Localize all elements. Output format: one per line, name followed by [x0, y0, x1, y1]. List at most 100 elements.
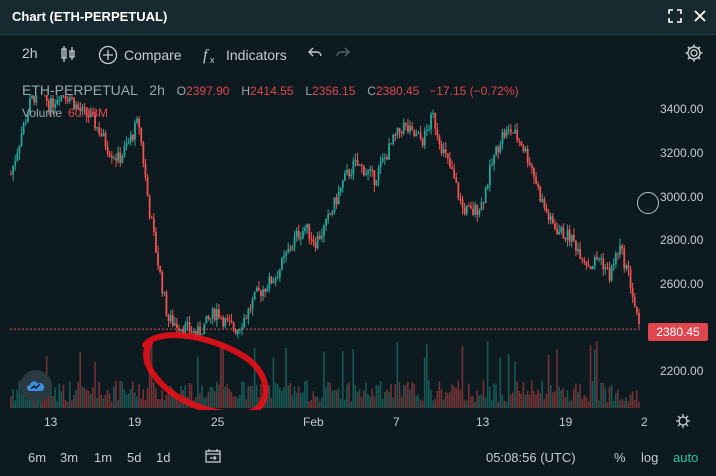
volume-bar: [520, 393, 523, 408]
interval-selector[interactable]: 2h: [22, 45, 38, 61]
volume-value: 60.98M: [68, 106, 109, 120]
candle-body: [545, 207, 548, 213]
volume-bar: [62, 384, 65, 408]
settings-gear-icon[interactable]: [684, 43, 710, 63]
candle-body: [392, 134, 395, 144]
volume-bar: [106, 389, 109, 408]
utc-clock[interactable]: 05:08:56 (UTC): [486, 450, 576, 465]
volume-bar: [539, 392, 541, 408]
candle-body: [125, 143, 128, 146]
candle-body: [575, 240, 577, 252]
range-1d[interactable]: 1d: [156, 450, 171, 465]
range-3m[interactable]: 3m: [60, 450, 79, 465]
volume-bar: [142, 389, 145, 408]
volume-bar: [570, 399, 573, 408]
candle-body: [398, 127, 401, 133]
volume-bar: [226, 384, 229, 408]
price-chart[interactable]: [10, 95, 640, 410]
candle-body: [476, 204, 479, 215]
candle-body: [337, 191, 340, 205]
volume-bar: [606, 401, 609, 408]
candle-body: [407, 124, 409, 132]
date-range-icon[interactable]: [204, 448, 222, 467]
candle-body: [127, 142, 130, 144]
candle-body: [94, 113, 96, 129]
volume-bar: [526, 390, 529, 408]
volume-bar: [89, 393, 92, 408]
volume-bar: [115, 381, 117, 408]
candle-body: [390, 143, 393, 145]
close-icon[interactable]: [692, 8, 708, 24]
volume-bar: [75, 390, 77, 408]
candle-body: [10, 174, 12, 176]
volume-bar: [85, 389, 88, 408]
candle-body: [115, 157, 117, 161]
volume-bar: [627, 401, 630, 408]
legend-low-label: L: [305, 84, 313, 98]
volume-bar: [394, 384, 397, 408]
crosshair-circle-icon[interactable]: [637, 192, 659, 214]
candle-body: [339, 187, 342, 192]
volume-bar: [346, 384, 348, 408]
legend-close: 2380.45: [375, 84, 420, 98]
volume-bar: [537, 389, 539, 408]
volume-bar: [287, 385, 289, 408]
volume-bar: [306, 380, 308, 408]
volume-bar: [314, 396, 317, 408]
candle-body: [430, 114, 432, 130]
volume-bar: [37, 396, 40, 408]
tradingview-logo-button[interactable]: [20, 370, 52, 402]
candle-body: [375, 180, 378, 186]
volume-bar: [564, 396, 567, 408]
candle-body: [413, 129, 416, 137]
undo-icon[interactable]: [307, 45, 329, 59]
candle-body: [518, 140, 521, 142]
candle-body: [365, 173, 367, 176]
candle-body: [220, 317, 222, 319]
candles-icon[interactable]: [60, 45, 82, 63]
candle-body: [341, 180, 344, 188]
candle-body: [142, 142, 145, 164]
volume-bar: [249, 385, 252, 408]
candle-body: [602, 258, 605, 270]
volume-bar: [245, 399, 247, 408]
candle-body: [478, 210, 481, 215]
candle-body: [79, 108, 82, 112]
candle-body: [386, 157, 388, 160]
candle-body: [617, 253, 619, 255]
percent-toggle[interactable]: %: [614, 450, 626, 465]
candle-body: [501, 132, 504, 145]
volume-bar: [341, 351, 344, 408]
candle-body: [371, 169, 374, 171]
auto-toggle[interactable]: auto: [673, 450, 699, 465]
candle-body: [173, 323, 176, 326]
candle-body: [388, 143, 390, 160]
volume-bar: [562, 387, 565, 408]
candle-body: [604, 267, 607, 270]
candle-body: [530, 165, 533, 169]
candle-body: [266, 288, 269, 292]
time-axis-settings-icon[interactable]: [675, 413, 691, 432]
redo-icon[interactable]: [335, 45, 357, 59]
candle-body: [297, 230, 300, 239]
log-toggle[interactable]: log: [641, 450, 659, 465]
range-5d[interactable]: 5d: [127, 450, 142, 465]
volume-bar: [438, 381, 441, 408]
volume-bar: [81, 386, 84, 408]
range-1m[interactable]: 1m: [94, 450, 113, 465]
compare-button[interactable]: Compare: [98, 45, 182, 65]
candle-body: [327, 214, 330, 219]
candle-body: [629, 269, 632, 288]
volume-bar: [285, 347, 287, 408]
candle-body: [457, 182, 460, 199]
fullscreen-icon[interactable]: [667, 8, 683, 24]
volume-bar: [14, 400, 16, 408]
volume-bar: [20, 392, 23, 408]
volume-bar: [152, 381, 155, 408]
candle-body: [480, 202, 483, 211]
range-6m[interactable]: 6m: [28, 450, 47, 465]
candle-body: [222, 317, 225, 327]
candle-body: [87, 115, 90, 118]
candle-body: [83, 106, 86, 108]
